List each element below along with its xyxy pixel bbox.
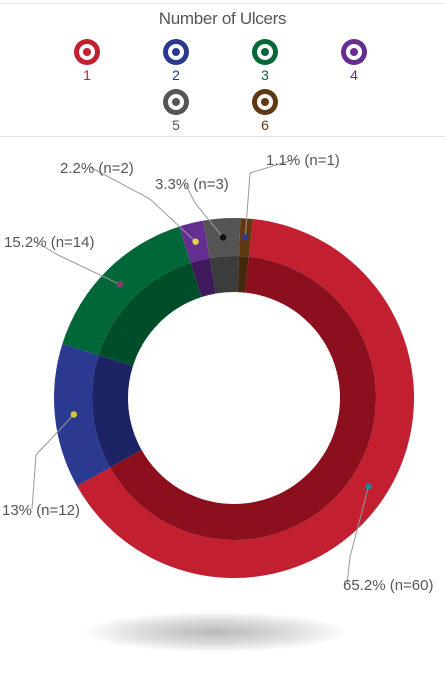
data-label-1: 65.2% (n=60) [343, 577, 433, 594]
legend-label-2: 2 [172, 67, 180, 83]
data-marker-3 [116, 281, 124, 288]
leader-line-4 [89, 166, 196, 243]
slice-6-inner [237, 256, 249, 293]
data-label-6: 1.1% (n=1) [266, 152, 340, 169]
legend-panel: Number of Ulcers 1 2 3 4 5 6 [0, 0, 445, 137]
slice-2-inner [92, 355, 142, 468]
slice-3-inner [98, 262, 202, 367]
slice-2-outer [53, 343, 111, 487]
leader-line-2 [31, 414, 75, 510]
data-label-3: 15.2% (n=14) [4, 234, 94, 251]
target-icon [252, 39, 278, 65]
target-icon [341, 39, 367, 65]
donut-chart: 65.2% (n=60) 13% (n=12) 15.2% (n=14) 2.2% (… [2, 152, 433, 594]
legend-item-2[interactable]: 2 [156, 39, 196, 83]
top-divider [0, 3, 445, 4]
leader-line-3 [33, 240, 121, 285]
data-marker-2 [70, 411, 78, 418]
legend-label-4: 4 [350, 67, 358, 83]
slice-4-inner [190, 258, 216, 298]
slice-5-inner [209, 256, 240, 294]
legend-item-6[interactable]: 6 [245, 89, 285, 133]
legend-label-1: 1 [83, 67, 91, 83]
data-marker-5 [219, 234, 227, 241]
target-icon [74, 39, 100, 65]
leader-line-5 [184, 182, 224, 238]
slice-3-outer [62, 226, 191, 356]
data-label-5: 3.3% (n=3) [155, 176, 229, 193]
target-icon [252, 89, 278, 115]
data-label-4: 2.2% (n=2) [60, 160, 134, 177]
legend-label-5: 5 [172, 117, 180, 133]
legend-item-5[interactable]: 5 [156, 89, 196, 133]
chart-shadow [85, 612, 345, 652]
legend-label-3: 3 [261, 67, 269, 83]
data-marker-1 [365, 483, 372, 490]
legend-item-4[interactable]: 4 [334, 39, 374, 83]
legend-item-3[interactable]: 3 [245, 39, 285, 83]
data-marker-6 [242, 234, 249, 241]
legend-item-1[interactable]: 1 [67, 39, 107, 83]
target-icon [163, 39, 189, 65]
target-icon [163, 89, 189, 115]
leader-line-1 [346, 486, 369, 585]
leader-line-6 [244, 158, 297, 238]
legend-title: Number of Ulcers [158, 9, 287, 28]
legend-label-6: 6 [261, 117, 269, 133]
data-marker-4 [192, 238, 199, 245]
data-label-2: 13% (n=12) [2, 502, 80, 519]
